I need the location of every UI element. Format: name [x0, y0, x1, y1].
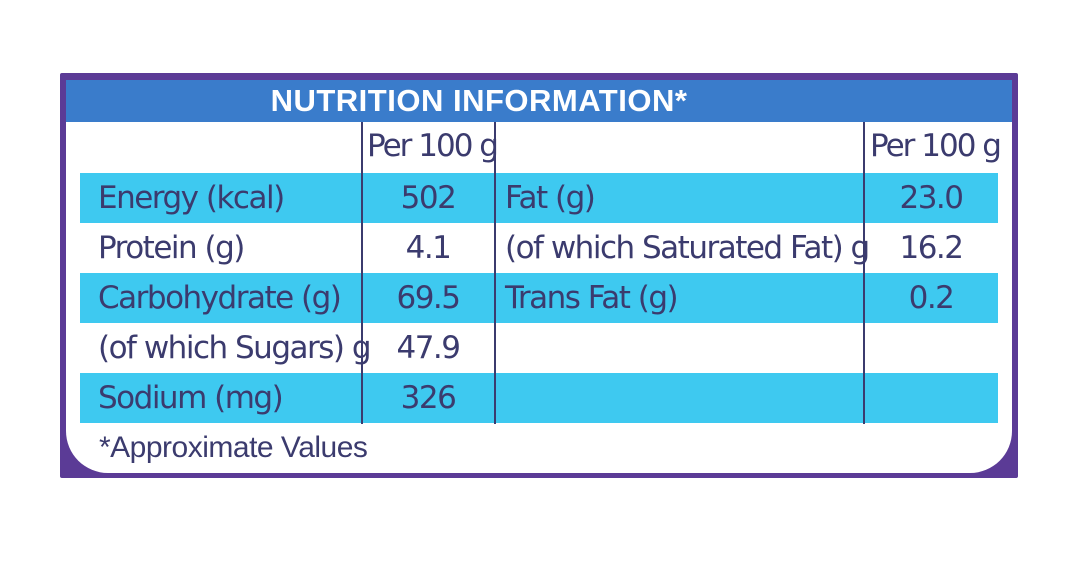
page-title: NUTRITION INFORMATION*	[270, 83, 688, 118]
table-row: Protein (g) 4.1 (of which Saturated Fat)…	[80, 223, 998, 273]
nutrient-value: 0.2	[908, 280, 955, 316]
nutrient-value: 16.2	[899, 230, 964, 266]
table-row: Energy (kcal) 502 Fat (g) 23.0	[80, 173, 998, 223]
column-header-right: Per 100 g	[870, 128, 1002, 164]
nutrient-label: (of which Sugars) g	[98, 330, 372, 366]
table-row: (of which Sugars) g 47.9	[80, 323, 998, 373]
nutrient-value: 502	[400, 180, 457, 216]
nutrient-value: 69.5	[396, 280, 461, 316]
nutrient-value: 4.1	[405, 230, 452, 266]
column-header-left: Per 100 g	[367, 128, 499, 164]
nutrient-label: Sodium (mg)	[98, 380, 284, 416]
nutrient-label: Trans Fat (g)	[505, 280, 679, 316]
title-bar: NUTRITION INFORMATION*	[66, 80, 1012, 122]
nutrient-value: 23.0	[899, 180, 964, 216]
table-row: Sodium (mg) 326	[80, 373, 998, 423]
nutrient-value	[864, 373, 998, 423]
nutrient-label: (of which Saturated Fat) g	[505, 230, 870, 266]
nutrient-label: Fat (g)	[505, 180, 596, 216]
column-divider	[361, 122, 363, 424]
table-header-row: Per 100 g Per 100 g	[80, 122, 1002, 172]
nutrition-table: Per 100 g Per 100 g Energy (kcal) 502 Fa…	[66, 122, 1012, 473]
table-row: Carbohydrate (g) 69.5 Trans Fat (g) 0.2	[80, 273, 998, 323]
column-divider	[863, 122, 865, 424]
column-divider	[494, 122, 496, 424]
nutrient-value: 326	[400, 380, 457, 416]
footnote: *Approximate Values	[99, 431, 368, 464]
nutrient-label: Carbohydrate (g)	[98, 280, 342, 316]
nutrient-label: Energy (kcal)	[98, 180, 285, 216]
nutrient-value: 47.9	[396, 330, 461, 366]
nutrient-value	[864, 323, 998, 373]
nutrient-label: Protein (g)	[98, 230, 245, 266]
